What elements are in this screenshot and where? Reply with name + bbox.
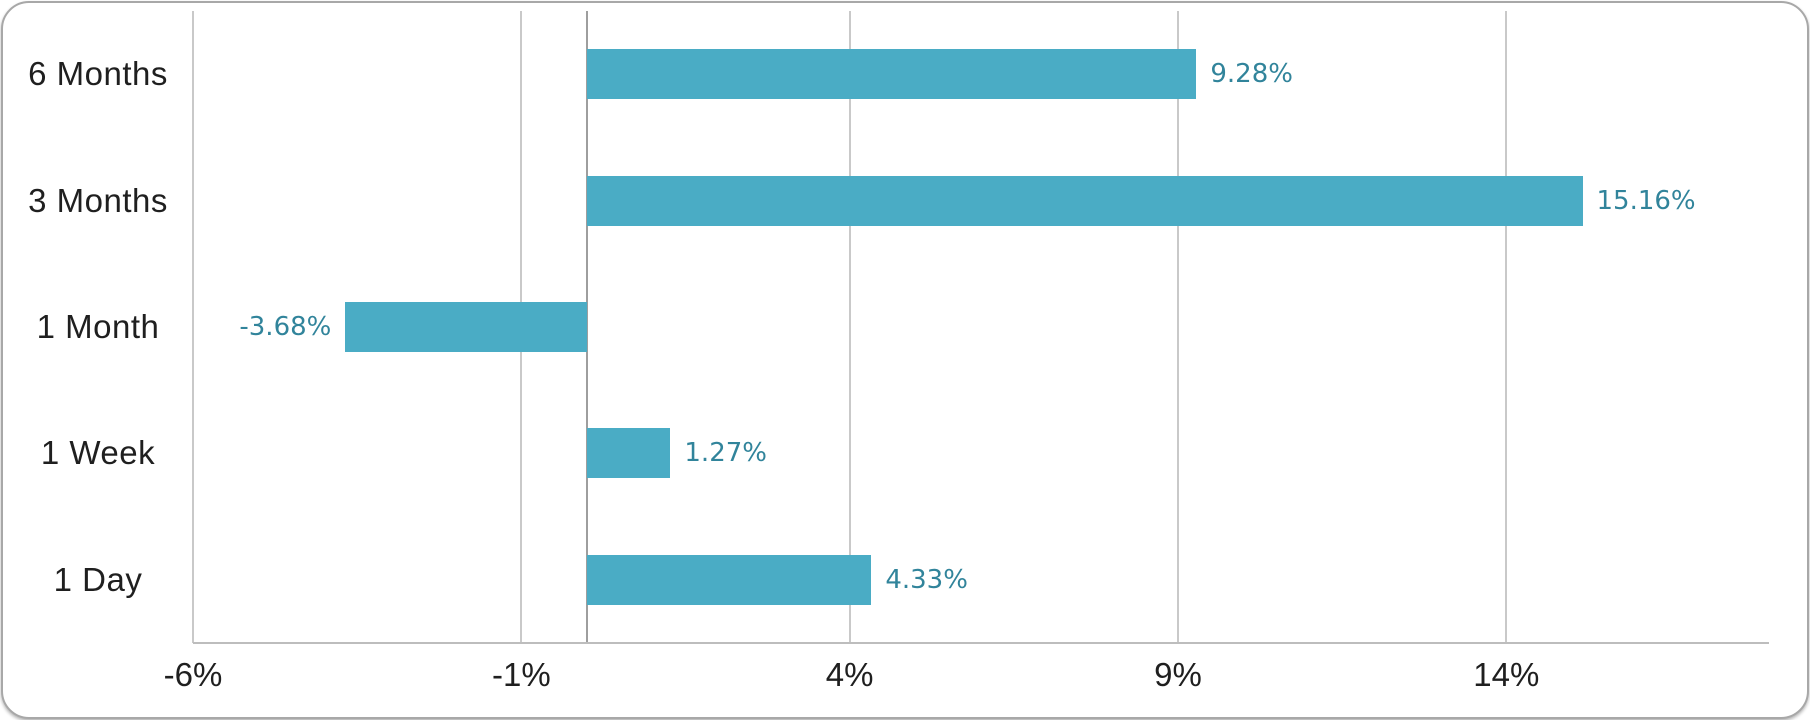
bar-row-1-month: -3.68% [193, 264, 1769, 390]
data-label-1-week: 1.27% [684, 438, 767, 469]
data-label-6-months: 9.28% [1210, 59, 1293, 90]
gridline [1177, 11, 1179, 643]
x-tick-label: 4% [825, 656, 874, 693]
bar-row-3-months: 15.16% [193, 137, 1769, 263]
gridline [192, 11, 194, 643]
category-label-1-month: 1 Month [36, 308, 160, 346]
bar-row-6-months: 9.28% [193, 11, 1769, 137]
bar-row-1-week: 1.27% [193, 390, 1769, 516]
x-tick-label: -6% [163, 656, 223, 693]
bar-1-week[interactable] [587, 428, 671, 479]
x-axis-tick-labels: -6% -1% 4% 9% 14% [164, 644, 1769, 706]
bar-6-months[interactable] [587, 49, 1197, 100]
plot-area: 9.28% 15.16% -3.68% 1.27% 4.33% [192, 11, 1769, 643]
x-tick-label: -1% [491, 656, 551, 693]
category-label-3-months: 3 Months [28, 181, 168, 219]
bar-1-day[interactable] [587, 554, 872, 605]
zero-baseline [586, 11, 588, 643]
category-label-6-months: 6 Months [28, 55, 168, 93]
data-label-3-months: 15.16% [1596, 185, 1696, 216]
data-label-1-month: -3.68% [239, 312, 332, 343]
gridline [1505, 11, 1508, 643]
category-label-1-day: 1 Day [53, 560, 143, 598]
x-tick-label: 9% [1154, 656, 1202, 693]
gridline [848, 11, 851, 643]
bar-rows: 9.28% 15.16% -3.68% 1.27% 4.33% [193, 11, 1769, 643]
bar-1-month[interactable] [345, 302, 587, 353]
bar-row-1-day: 4.33% [193, 517, 1769, 643]
bar-3-months[interactable] [587, 175, 1583, 226]
category-axis: 6 Months 3 Months 1 Month 1 Week 1 Day [3, 11, 193, 643]
x-axis-line [193, 642, 1769, 644]
data-label-1-day: 4.33% [885, 564, 968, 595]
x-tick-label: 14% [1473, 656, 1540, 693]
category-label-1-week: 1 Week [40, 434, 156, 472]
